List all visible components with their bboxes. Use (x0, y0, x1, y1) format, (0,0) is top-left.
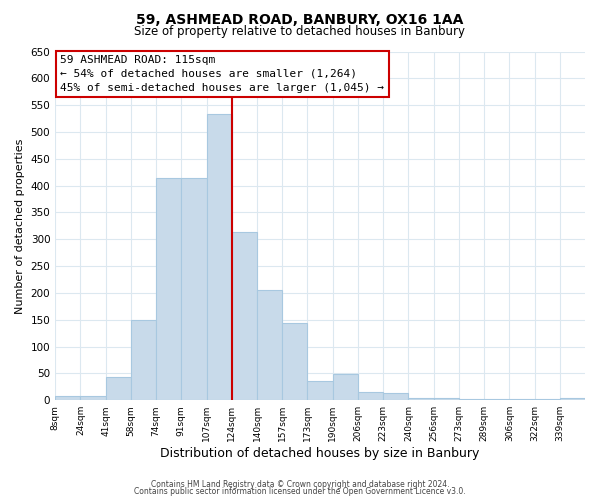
Bar (80, 396, 106, 400)
Bar (409, 398, 434, 400)
Bar (509, 398, 535, 400)
Bar (383, 392, 409, 400)
Text: 59 ASHMEAD ROAD: 115sqm
← 54% of detached houses are smaller (1,264)
45% of semi: 59 ASHMEAD ROAD: 115sqm ← 54% of detache… (61, 55, 385, 93)
Text: Size of property relative to detached houses in Banbury: Size of property relative to detached ho… (134, 25, 466, 38)
Bar (307, 382, 332, 400)
Bar (332, 374, 358, 400)
Bar (459, 398, 484, 400)
Bar (560, 398, 585, 400)
Text: 59, ASHMEAD ROAD, BANBURY, OX16 1AA: 59, ASHMEAD ROAD, BANBURY, OX16 1AA (136, 12, 464, 26)
Bar (131, 320, 156, 400)
Text: Contains public sector information licensed under the Open Government Licence v3: Contains public sector information licen… (134, 487, 466, 496)
Bar (156, 178, 181, 400)
Bar (257, 290, 282, 400)
Y-axis label: Number of detached properties: Number of detached properties (15, 138, 25, 314)
Bar (282, 324, 307, 400)
Bar (206, 114, 232, 400)
Bar (232, 232, 257, 400)
X-axis label: Distribution of detached houses by size in Banbury: Distribution of detached houses by size … (160, 447, 480, 460)
Bar (358, 392, 383, 400)
Bar (106, 376, 131, 400)
Text: Contains HM Land Registry data © Crown copyright and database right 2024.: Contains HM Land Registry data © Crown c… (151, 480, 449, 489)
Bar (55, 396, 80, 400)
Bar (535, 398, 560, 400)
Bar (181, 178, 206, 400)
Bar (484, 398, 509, 400)
Bar (434, 398, 459, 400)
